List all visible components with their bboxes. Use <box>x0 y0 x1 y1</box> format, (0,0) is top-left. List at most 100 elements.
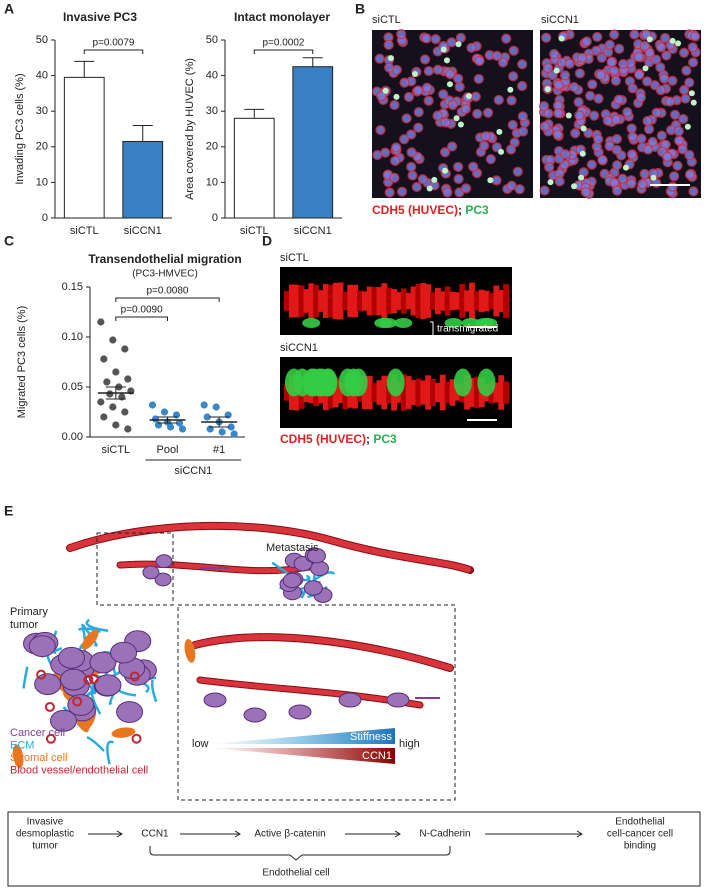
bar <box>122 140 164 219</box>
cell-outline <box>612 160 623 171</box>
cell-outline <box>473 73 484 85</box>
pc3-cell <box>650 174 657 181</box>
data-point <box>200 401 208 409</box>
image-label: siCCN1 <box>541 14 579 26</box>
endothelial-layer <box>503 381 509 404</box>
pc3-cell <box>487 177 494 184</box>
flow-bracket <box>149 846 451 861</box>
vessel-section <box>36 669 47 680</box>
y-tick-label: 0.10 <box>62 331 83 343</box>
cell-outline <box>606 57 617 68</box>
endothelial-layer <box>332 377 339 408</box>
data-point <box>112 421 120 429</box>
endothelial-layer <box>396 292 402 310</box>
pc3-cell <box>393 93 400 100</box>
endothelial-layer <box>415 378 422 407</box>
endothelial-layer <box>371 287 378 315</box>
error-bar <box>302 57 323 67</box>
cell-outline <box>375 124 386 136</box>
endothelial-layer <box>381 375 388 410</box>
data-point <box>106 390 114 398</box>
cell-outline <box>406 161 417 172</box>
cell-outline <box>544 162 555 173</box>
x-tick-label: siCTL <box>101 444 130 456</box>
endothelial-layer <box>284 291 290 311</box>
cell-outline <box>688 57 699 68</box>
panel-label: E <box>4 503 13 519</box>
ecm-fiber <box>86 735 105 752</box>
cell-outline <box>541 32 552 43</box>
endothelial-layer <box>454 292 461 310</box>
pc3-cell <box>446 81 453 88</box>
data-point <box>109 403 117 411</box>
legend-entry: ECM <box>10 739 34 751</box>
cell-outline <box>389 99 400 111</box>
cell-outline <box>399 134 410 145</box>
cell-outline <box>684 169 696 180</box>
cell-outline <box>376 91 387 102</box>
cell-outline <box>574 68 585 79</box>
pc3-cell <box>571 183 578 190</box>
vessel-section <box>131 733 142 744</box>
cell-outline <box>512 166 523 177</box>
pc3-cell <box>684 123 691 130</box>
cell-outline <box>626 149 638 160</box>
y-tick-label: 20 <box>36 141 48 153</box>
stromal-cell <box>184 639 196 663</box>
stromal-cell <box>81 629 99 650</box>
cell-outline <box>672 160 683 171</box>
cell-outline <box>538 100 550 112</box>
data-point <box>97 318 105 326</box>
endothelial-layer <box>473 291 480 311</box>
cell-outline <box>583 128 594 139</box>
cell-outline <box>642 115 653 127</box>
pc3-cell <box>688 90 695 97</box>
data-point <box>160 408 169 416</box>
endothelial-layer <box>498 289 505 313</box>
cell-outline <box>542 62 554 74</box>
cell-outline <box>491 50 503 61</box>
cell-outline <box>673 135 685 146</box>
cancer-cell <box>282 572 302 589</box>
endothelial-layer <box>361 291 368 311</box>
stromal-cell <box>12 744 24 769</box>
cancer-cell <box>110 641 138 664</box>
pc3-cell <box>580 125 587 132</box>
panel-label: C <box>4 233 14 249</box>
pc3-cell <box>293 368 312 397</box>
cell-outline <box>642 76 653 87</box>
cell-outline <box>447 99 458 111</box>
diagram-label: Primary <box>10 606 48 618</box>
cancer-cell <box>288 704 312 720</box>
cell-outline <box>595 69 607 81</box>
image-label: siCCN1 <box>280 342 318 354</box>
cell-outline <box>655 85 666 96</box>
endothelial-layer <box>449 379 456 406</box>
chart-subtitle: (PC3-HMVEC) <box>132 269 198 280</box>
pc3-cell <box>386 368 405 397</box>
sem-bar <box>157 416 178 424</box>
y-tick-label: 0 <box>42 212 48 224</box>
cell-outline <box>655 62 666 73</box>
cell-outline <box>432 110 443 121</box>
cell-outline <box>639 40 650 52</box>
pc3-cell <box>465 92 472 99</box>
cell-outline <box>517 59 528 70</box>
cell-outline <box>647 136 658 147</box>
caption-sep: ; <box>458 203 465 217</box>
pc3-cell <box>453 115 460 122</box>
endothelial-layer <box>483 290 490 312</box>
data-point <box>100 413 108 421</box>
cell-outline <box>442 187 453 198</box>
cell-outline <box>460 103 471 115</box>
endothelial-layer <box>473 376 480 409</box>
flow-arrow <box>88 830 123 838</box>
data-point <box>97 398 105 406</box>
caption-red: CDH5 (HUVEC) <box>280 432 366 446</box>
pc3-cell <box>440 46 447 53</box>
pc3-cell <box>553 67 560 74</box>
endothelial-layer <box>493 285 500 317</box>
endothelial-layer <box>503 284 509 318</box>
cancer-cell <box>154 572 172 587</box>
